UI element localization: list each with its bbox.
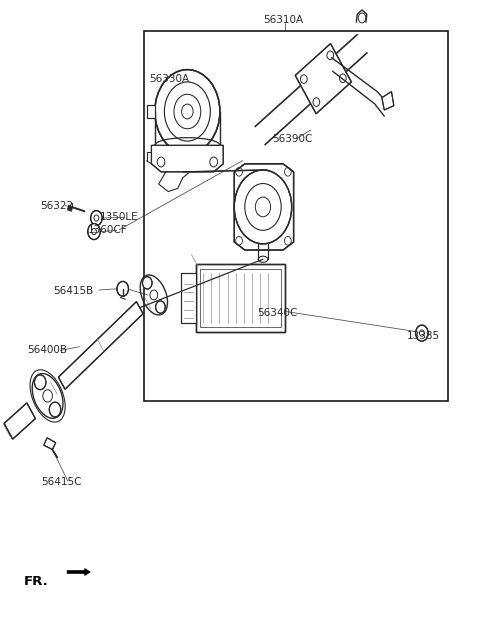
Circle shape — [117, 281, 129, 296]
Bar — [144, 31, 448, 401]
Bar — [196, 264, 285, 332]
Circle shape — [156, 301, 165, 313]
Circle shape — [88, 223, 100, 239]
Bar — [180, 273, 196, 323]
Circle shape — [143, 276, 152, 289]
Text: 56415B: 56415B — [53, 286, 94, 296]
Text: 1350LE: 1350LE — [100, 212, 138, 222]
Text: 56390C: 56390C — [273, 134, 313, 144]
Polygon shape — [295, 44, 351, 114]
Bar — [196, 264, 285, 332]
Polygon shape — [68, 205, 72, 211]
Bar — [180, 273, 196, 323]
Circle shape — [91, 210, 102, 225]
Polygon shape — [152, 146, 223, 172]
Polygon shape — [147, 106, 155, 118]
Text: 56322: 56322 — [40, 201, 73, 210]
Text: 1360CF: 1360CF — [88, 225, 128, 235]
Circle shape — [155, 70, 220, 154]
Circle shape — [416, 325, 428, 341]
Text: 13385: 13385 — [407, 331, 440, 341]
Circle shape — [234, 170, 292, 244]
Bar — [200, 269, 281, 327]
Text: 56330A: 56330A — [149, 75, 189, 85]
Circle shape — [35, 375, 46, 390]
Polygon shape — [4, 403, 36, 439]
Text: 56340C: 56340C — [257, 308, 297, 318]
Polygon shape — [382, 91, 394, 110]
Circle shape — [49, 402, 61, 417]
Polygon shape — [59, 302, 143, 389]
Polygon shape — [44, 438, 56, 449]
Polygon shape — [234, 164, 294, 250]
Text: 56310A: 56310A — [263, 15, 303, 25]
Text: 56415C: 56415C — [41, 477, 82, 487]
Text: FR.: FR. — [24, 574, 48, 588]
Text: 56400B: 56400B — [27, 346, 67, 355]
